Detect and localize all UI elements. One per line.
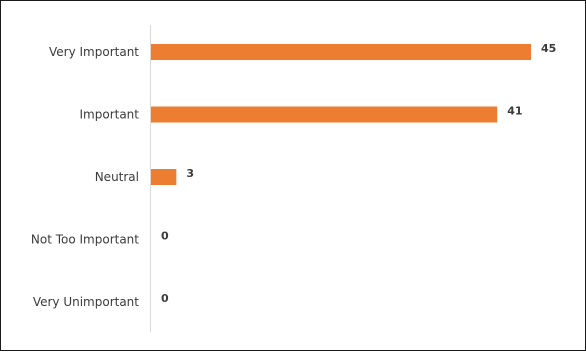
category-label-very-unimportant: Very Unimportant (33, 295, 139, 309)
data-label-not-too-important: 0 (161, 230, 169, 243)
category-label-very-important: Very Important (49, 45, 139, 59)
data-label-very-important: 45 (541, 42, 556, 55)
bar-important (151, 106, 498, 123)
bar-neutral (151, 169, 177, 185)
category-label-not-too-important: Not Too Important (31, 233, 139, 247)
data-label-very-unimportant: 0 (161, 292, 169, 305)
bars (151, 44, 531, 185)
bar-very-important (151, 44, 531, 60)
data-label-neutral: 3 (186, 167, 194, 180)
data-labels: 45 41 3 0 0 (161, 42, 556, 305)
category-labels: Very Important Important Neutral Not Too Im… (31, 45, 139, 309)
data-label-important: 41 (507, 105, 522, 118)
category-label-important: Important (80, 108, 140, 122)
category-label-neutral: Neutral (95, 170, 139, 184)
